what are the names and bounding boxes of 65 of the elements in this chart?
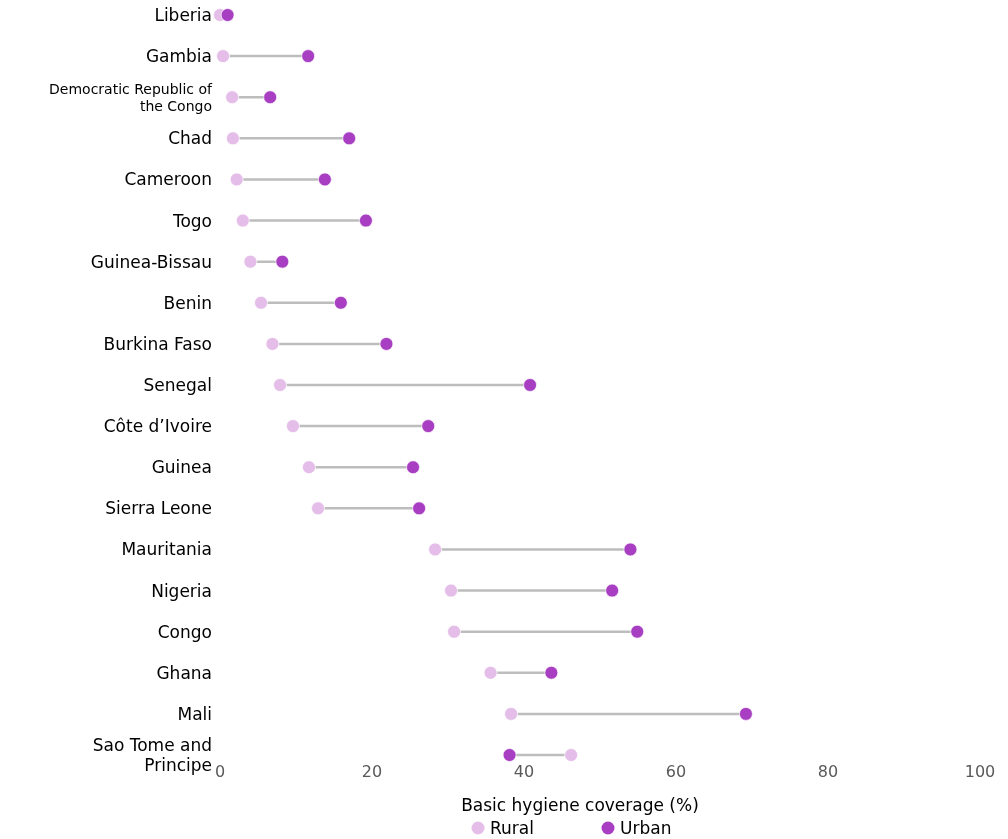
y-tick-label: Democratic Republic of the Congo — [49, 80, 214, 114]
point — [273, 378, 288, 392]
y-tick-label: Senegal — [143, 374, 212, 395]
point — [502, 748, 517, 762]
y-tick-label: Mauritania — [121, 539, 212, 560]
point — [225, 90, 240, 105]
point — [564, 748, 579, 762]
point — [379, 336, 394, 351]
y-tick-label: Sao Tome and Principe — [92, 734, 212, 775]
point — [229, 172, 244, 187]
point — [301, 460, 316, 475]
point — [254, 295, 269, 310]
point — [406, 460, 421, 475]
point — [358, 213, 373, 228]
y-tick-label: Guinea — [151, 457, 212, 478]
y-tick-label: Cameroon — [124, 169, 212, 190]
point — [504, 706, 519, 721]
point — [544, 665, 559, 680]
point — [265, 336, 280, 351]
point — [428, 542, 443, 557]
point — [342, 131, 357, 146]
y-tick-label: Benin — [163, 292, 212, 313]
x-tick-label: 0 — [214, 762, 226, 781]
legend-label: Urban — [620, 818, 672, 838]
y-tick-label: Togo — [171, 210, 212, 231]
point — [623, 542, 638, 557]
point — [605, 583, 620, 598]
point — [220, 8, 235, 22]
point — [738, 706, 753, 721]
y-tick-label: Côte d’Ivoire — [103, 416, 212, 437]
point — [447, 624, 462, 639]
y-tick-label: Nigeria — [151, 580, 212, 601]
point — [263, 90, 278, 105]
y-tick-label: Congo — [157, 621, 212, 642]
y-tick-label: Burkina Faso — [103, 333, 212, 354]
y-tick-label: Ghana — [156, 662, 212, 683]
point — [523, 378, 538, 392]
y-tick-label: Gambia — [145, 46, 212, 67]
y-tick-label: Guinea-Bissau — [90, 251, 212, 272]
point — [317, 172, 332, 187]
point — [630, 624, 645, 639]
point — [301, 49, 316, 64]
y-tick-label: Chad — [168, 128, 212, 149]
point — [412, 501, 427, 516]
point — [275, 254, 290, 269]
point — [333, 295, 348, 310]
x-tick-label: 100 — [964, 762, 996, 781]
point — [483, 665, 498, 680]
point — [421, 419, 436, 434]
y-tick-label: Liberia — [154, 4, 212, 25]
point — [225, 131, 240, 146]
point — [311, 501, 326, 516]
point — [243, 254, 258, 269]
x-tick-label: 40 — [513, 762, 535, 781]
point — [444, 583, 459, 598]
y-tick-label: Sierra Leone — [105, 498, 212, 519]
y-tick-label: Mali — [177, 703, 212, 724]
x-tick-label: 60 — [665, 762, 687, 781]
x-axis-title: Basic hygiene coverage (%) — [461, 795, 699, 815]
point — [216, 49, 231, 64]
x-tick-label: 80 — [817, 762, 839, 781]
legend-label: Rural — [490, 818, 534, 838]
x-tick-label: 20 — [361, 762, 383, 781]
point — [235, 213, 250, 228]
point — [285, 419, 300, 434]
